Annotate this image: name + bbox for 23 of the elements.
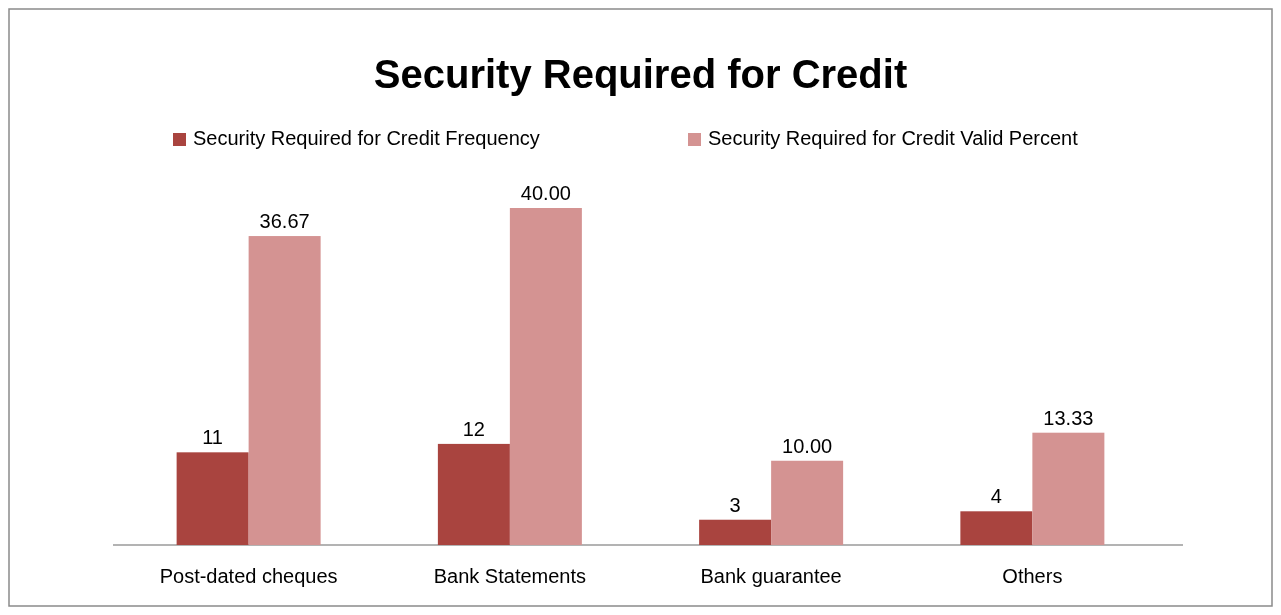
x-tick-label: Post-dated cheques (159, 565, 338, 587)
data-label: 36.67 (259, 210, 310, 233)
bar (248, 236, 321, 545)
data-label: 3 (729, 493, 741, 516)
chart-title: Security Required for Credit (373, 52, 908, 96)
data-label: 13.33 (1043, 406, 1094, 429)
bar (699, 519, 772, 545)
x-tick-label: Bank Statements (433, 565, 587, 587)
bar (509, 208, 582, 545)
data-label: 40.00 (520, 182, 571, 204)
bar (176, 452, 249, 545)
bar (437, 443, 510, 545)
x-tick-label: Others (1002, 565, 1063, 587)
data-label: 11 (202, 426, 224, 449)
data-label: 12 (462, 417, 485, 440)
data-label: 4 (990, 485, 1002, 508)
x-tick-label: Bank guarantee (700, 565, 842, 587)
bar (1032, 432, 1105, 545)
bar (960, 511, 1033, 545)
legend-label: Security Required for Credit Frequency (193, 127, 540, 149)
bar (771, 460, 844, 545)
legend-label: Security Required for Credit Valid Percent (708, 127, 1079, 149)
data-label: 10.00 (782, 434, 833, 457)
